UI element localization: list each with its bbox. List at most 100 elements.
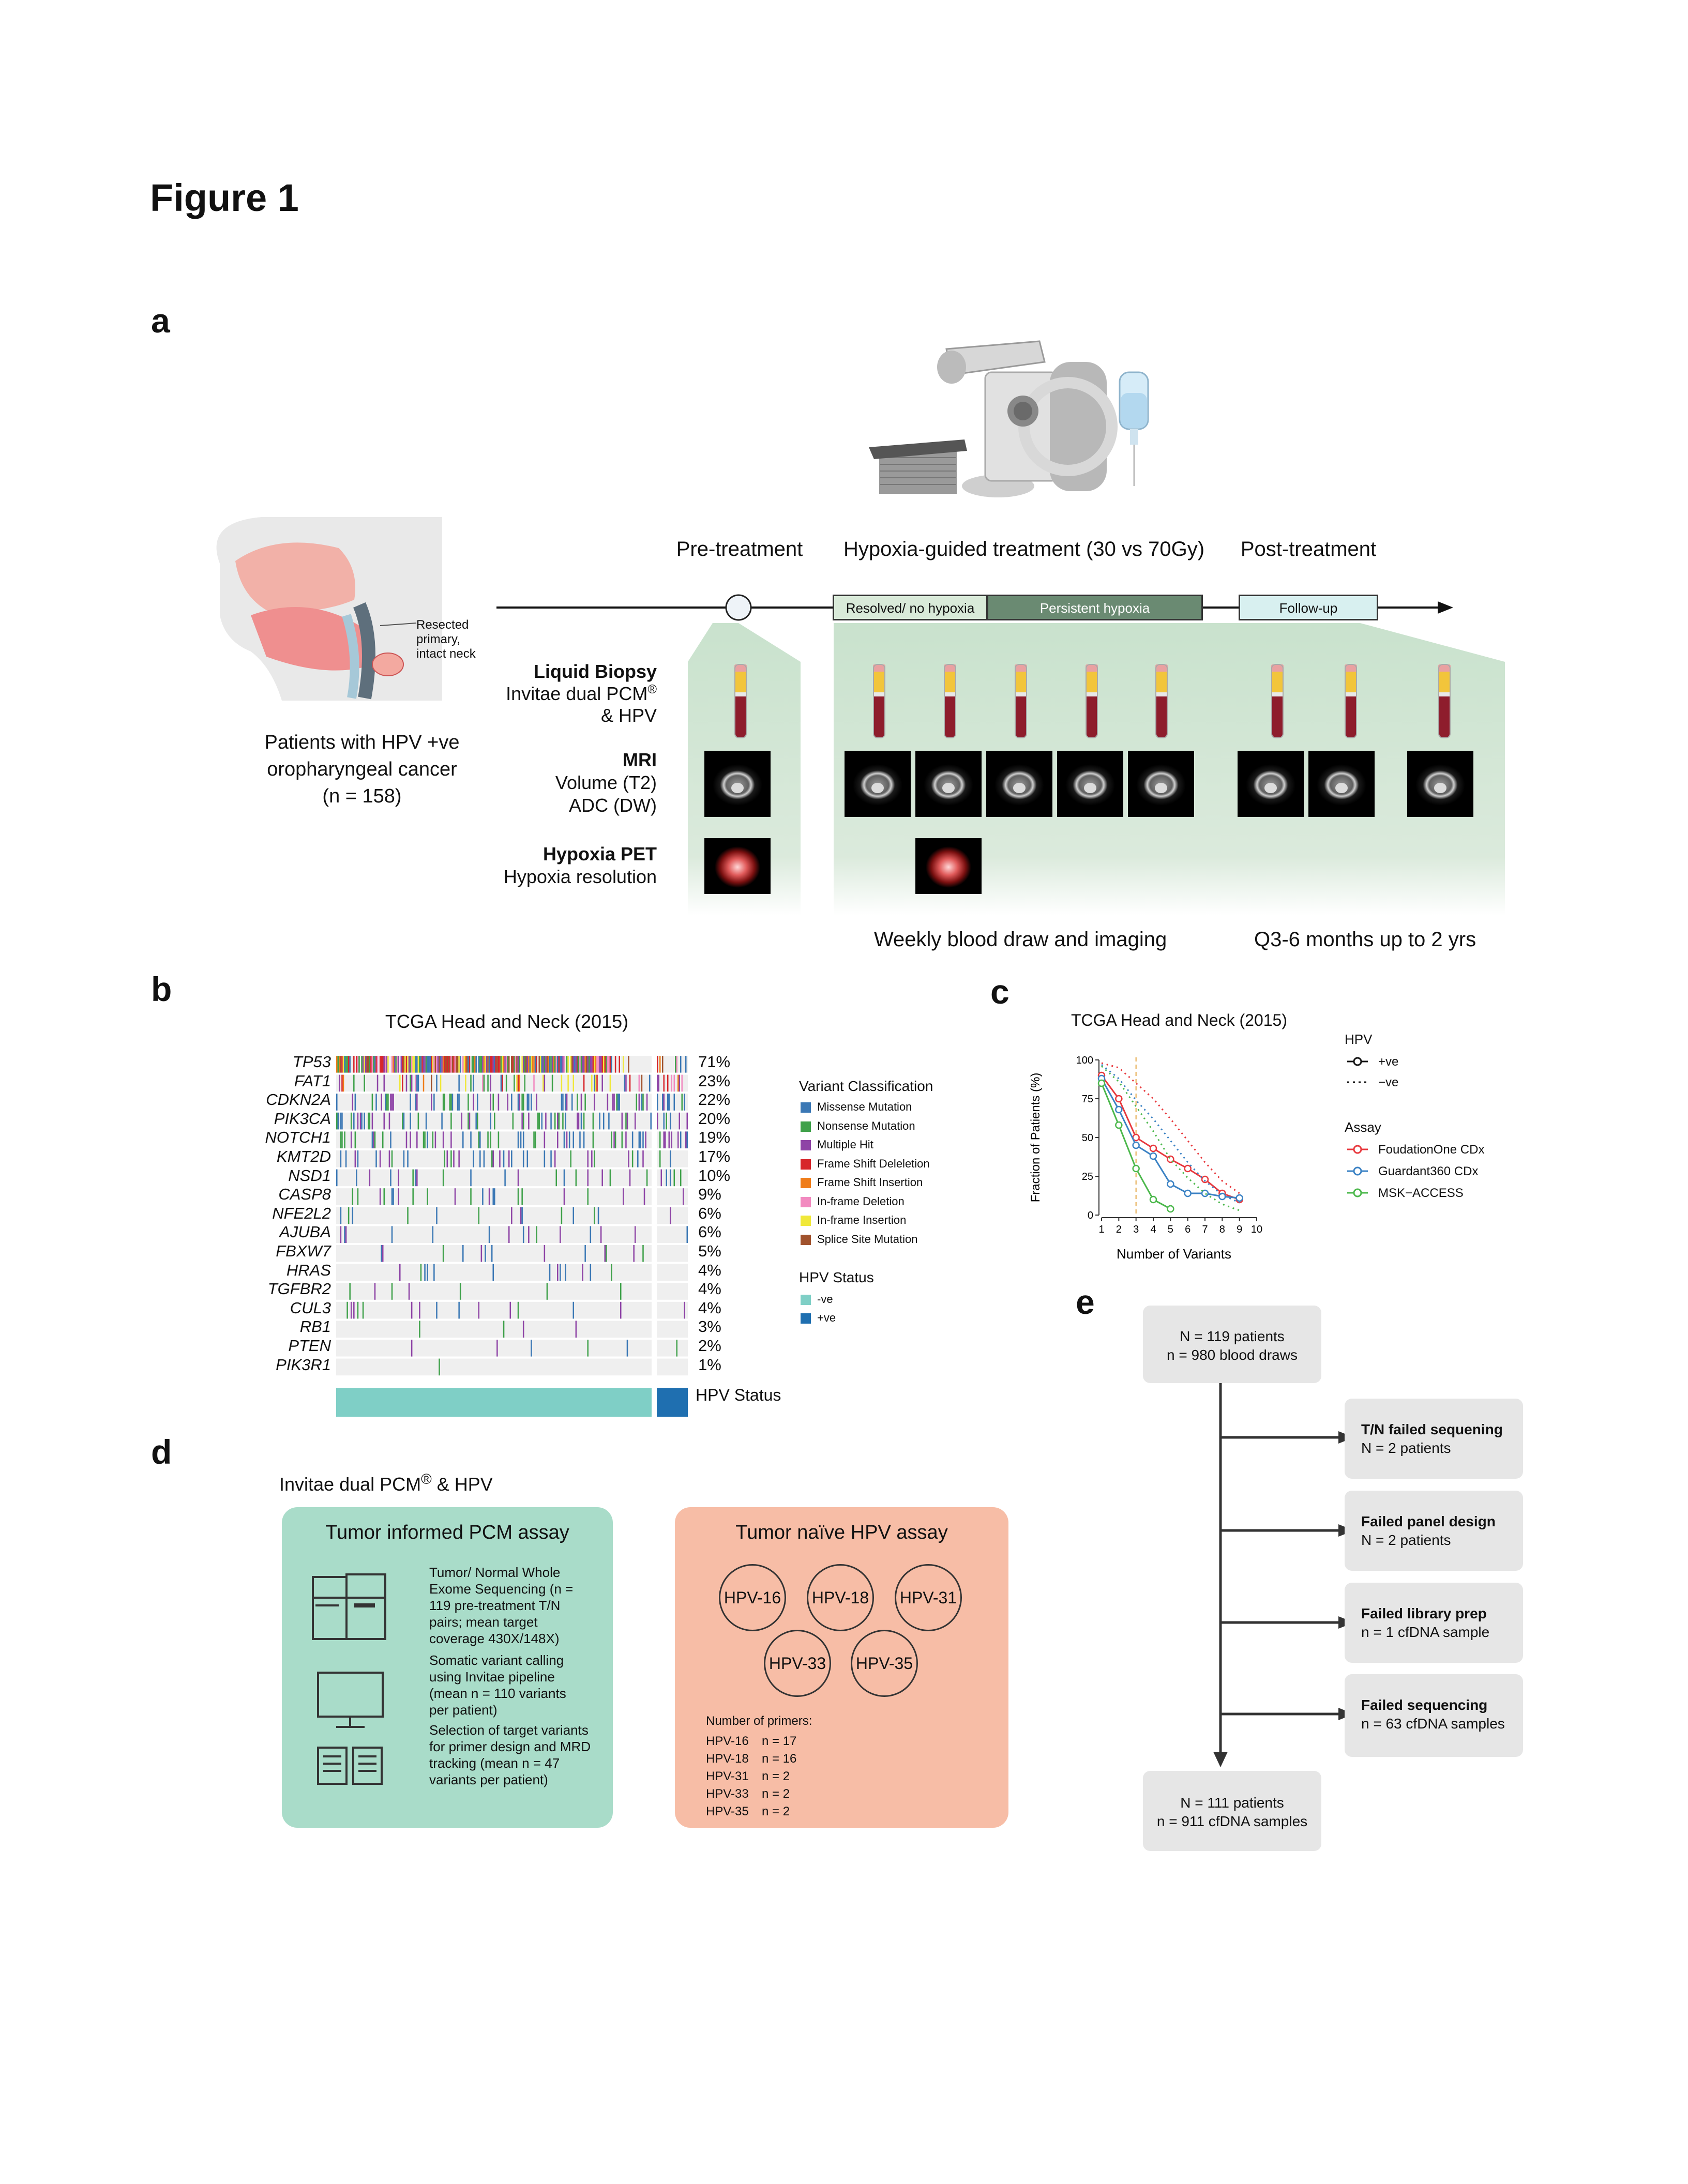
oncoplot-mutation-cell	[496, 1340, 498, 1357]
oncoplot-row-background	[336, 1245, 652, 1262]
oncoplot-mutation-cell	[592, 1056, 594, 1073]
oncoplot-mutation-cell	[643, 1188, 645, 1205]
oncoplot-row-background	[657, 1207, 688, 1224]
oncoplot-mutation-cell	[528, 1112, 530, 1130]
x-tick-label: 7	[1202, 1224, 1208, 1235]
oncoplot-mutation-cell	[558, 1056, 560, 1073]
oncoplot-mutation-cell	[478, 1301, 480, 1319]
panel-letter-c: c	[990, 973, 1009, 1011]
oncoplot-mutation-cell	[659, 1150, 661, 1167]
flowchart-arrows	[1213, 1381, 1354, 1767]
oncoplot-mutation-cell	[336, 1169, 338, 1187]
oncoplot-mutation-cell	[468, 1112, 469, 1130]
oncoplot-row-background	[336, 1131, 652, 1148]
oncoplot-mutation-cell	[511, 1056, 513, 1073]
oncoplot-mutation-cell	[503, 1056, 505, 1073]
legend-swatch	[801, 1102, 811, 1113]
oncoplot-mutation-cell	[352, 1207, 354, 1224]
oncoplot-mutation-cell	[561, 1207, 563, 1224]
oncoplot-mutation-cell	[445, 1056, 447, 1073]
oncoplot-mutation-cell	[642, 1245, 644, 1262]
hpv-status-bar-label: HPV Status	[696, 1386, 781, 1404]
oncoplot-mutation-cell	[619, 1056, 620, 1073]
oncoplot-mutation-cell	[591, 1056, 593, 1073]
oncoplot-mutation-cell	[407, 1207, 409, 1224]
oncoplot-mutation-cell	[646, 1094, 648, 1111]
oncoplot-mutation-cell	[412, 1188, 414, 1205]
oncoplot-mutation-cell	[565, 1264, 566, 1281]
oncoplot-mutation-cell	[483, 1056, 485, 1073]
oncoplot-mutation-cell	[437, 1056, 439, 1073]
oncoplot-mutation-cell	[507, 1094, 508, 1111]
oncoplot-mutation-cell	[340, 1131, 342, 1148]
oncoplot-mutation-cell	[339, 1074, 340, 1092]
oncoplot-mutation-cell	[476, 1112, 478, 1130]
oncoplot-mutation-cell	[575, 1321, 577, 1338]
panel-d-title: Invitae dual PCM® & HPV	[279, 1471, 493, 1495]
oncoplot-mutation-cell	[660, 1169, 662, 1187]
oncoplot-mutation-cell	[354, 1131, 356, 1148]
oncoplot-mutation-cell	[427, 1188, 428, 1205]
oncoplot-mutation-cell	[344, 1226, 345, 1243]
oncoplot-mutation-cell	[336, 1056, 338, 1073]
oncoplot-mutation-cell	[361, 1112, 363, 1130]
oncoplot-mutation-cell	[663, 1131, 665, 1148]
oncoplot-mutation-cell	[475, 1056, 477, 1073]
x-tick-label: 6	[1185, 1224, 1190, 1235]
oncoplot-mutation-cell	[408, 1283, 410, 1300]
gene-label: TGFBR2	[267, 1280, 331, 1298]
x-tick-label: 8	[1219, 1224, 1225, 1235]
oncoplot-mutation-cell	[608, 1112, 610, 1130]
flow-exclusion-library-prep: Failed library prep n = 1 cfDNA sample	[1345, 1583, 1523, 1663]
oncoplot-mutation-cell	[516, 1056, 518, 1073]
gene-label: KMT2D	[276, 1147, 331, 1165]
oncoplot-mutation-cell	[680, 1131, 682, 1148]
panel-letter-a: a	[151, 301, 170, 340]
gene-label: NFE2L2	[272, 1204, 331, 1222]
oncoplot-mutation-cell	[624, 1074, 626, 1092]
y-axis-label: Fraction of Patients (%)	[1029, 1073, 1043, 1203]
oncoplot-mutation-cell	[462, 1131, 464, 1148]
oncoplot-row-background	[336, 1226, 652, 1243]
gene-label: PTEN	[288, 1337, 331, 1355]
oncoplot-mutation-cell	[545, 1056, 547, 1073]
oncoplot-mutation-cell	[521, 1094, 523, 1111]
oncoplot-mutation-cell	[539, 1056, 541, 1073]
y-tick-label: 0	[1088, 1210, 1093, 1221]
series-line	[1101, 1065, 1240, 1211]
oncoplot-mutation-cell	[402, 1112, 403, 1130]
oncoplot-mutation-cell	[488, 1226, 490, 1243]
oncoplot-mutation-cell	[473, 1150, 474, 1167]
oncoplot-mutation-cell	[570, 1150, 571, 1167]
oncoplot-mutation-cell	[517, 1301, 519, 1319]
oncoplot-mutation-cell	[398, 1188, 399, 1205]
oncoplot-mutation-cell	[562, 1094, 564, 1111]
oncoplot-mutation-cell	[492, 1056, 494, 1073]
oncoplot-mutation-cell	[391, 1094, 393, 1111]
oncoplot-mutation-cell	[591, 1074, 593, 1092]
oncoplot-mutation-cell	[490, 1112, 491, 1130]
mri-image	[1128, 751, 1194, 817]
oncoplot-mutation-cell	[553, 1056, 554, 1073]
oncoplot-mutation-cell	[614, 1131, 616, 1148]
oncoplot-mutation-cell	[504, 1056, 506, 1073]
x-tick-label: 9	[1237, 1224, 1242, 1235]
phase-pre-treatment: Pre-treatment	[676, 538, 803, 560]
oncoplot-mutation-cell	[572, 1301, 575, 1319]
oncoplot-mutation-cell	[517, 1169, 519, 1187]
variant-legend-item: Frame Shift Insertion	[801, 1176, 923, 1189]
oncoplot-mutation-cell	[483, 1074, 485, 1092]
oncoplot-mutation-cell	[657, 1112, 658, 1130]
oncoplot-mutation-cell	[383, 1074, 385, 1092]
oncoplot-mutation-cell	[417, 1056, 419, 1073]
oncoplot-mutation-cell	[625, 1112, 627, 1130]
oncoplot-mutation-cell	[336, 1112, 338, 1130]
oncoplot-mutation-cell	[350, 1112, 352, 1130]
flow-final-box: N = 111 patients n = 911 cfDNA samples	[1143, 1771, 1321, 1851]
oncoplot-mutation-cell	[582, 1056, 583, 1073]
oncoplot-mutation-cell	[521, 1112, 523, 1130]
oncoplot-mutation-cell	[638, 1131, 640, 1148]
oncoplot-mutation-cell	[491, 1150, 493, 1167]
oncoplot-row-background	[336, 1074, 652, 1092]
series-point	[1115, 1121, 1123, 1129]
